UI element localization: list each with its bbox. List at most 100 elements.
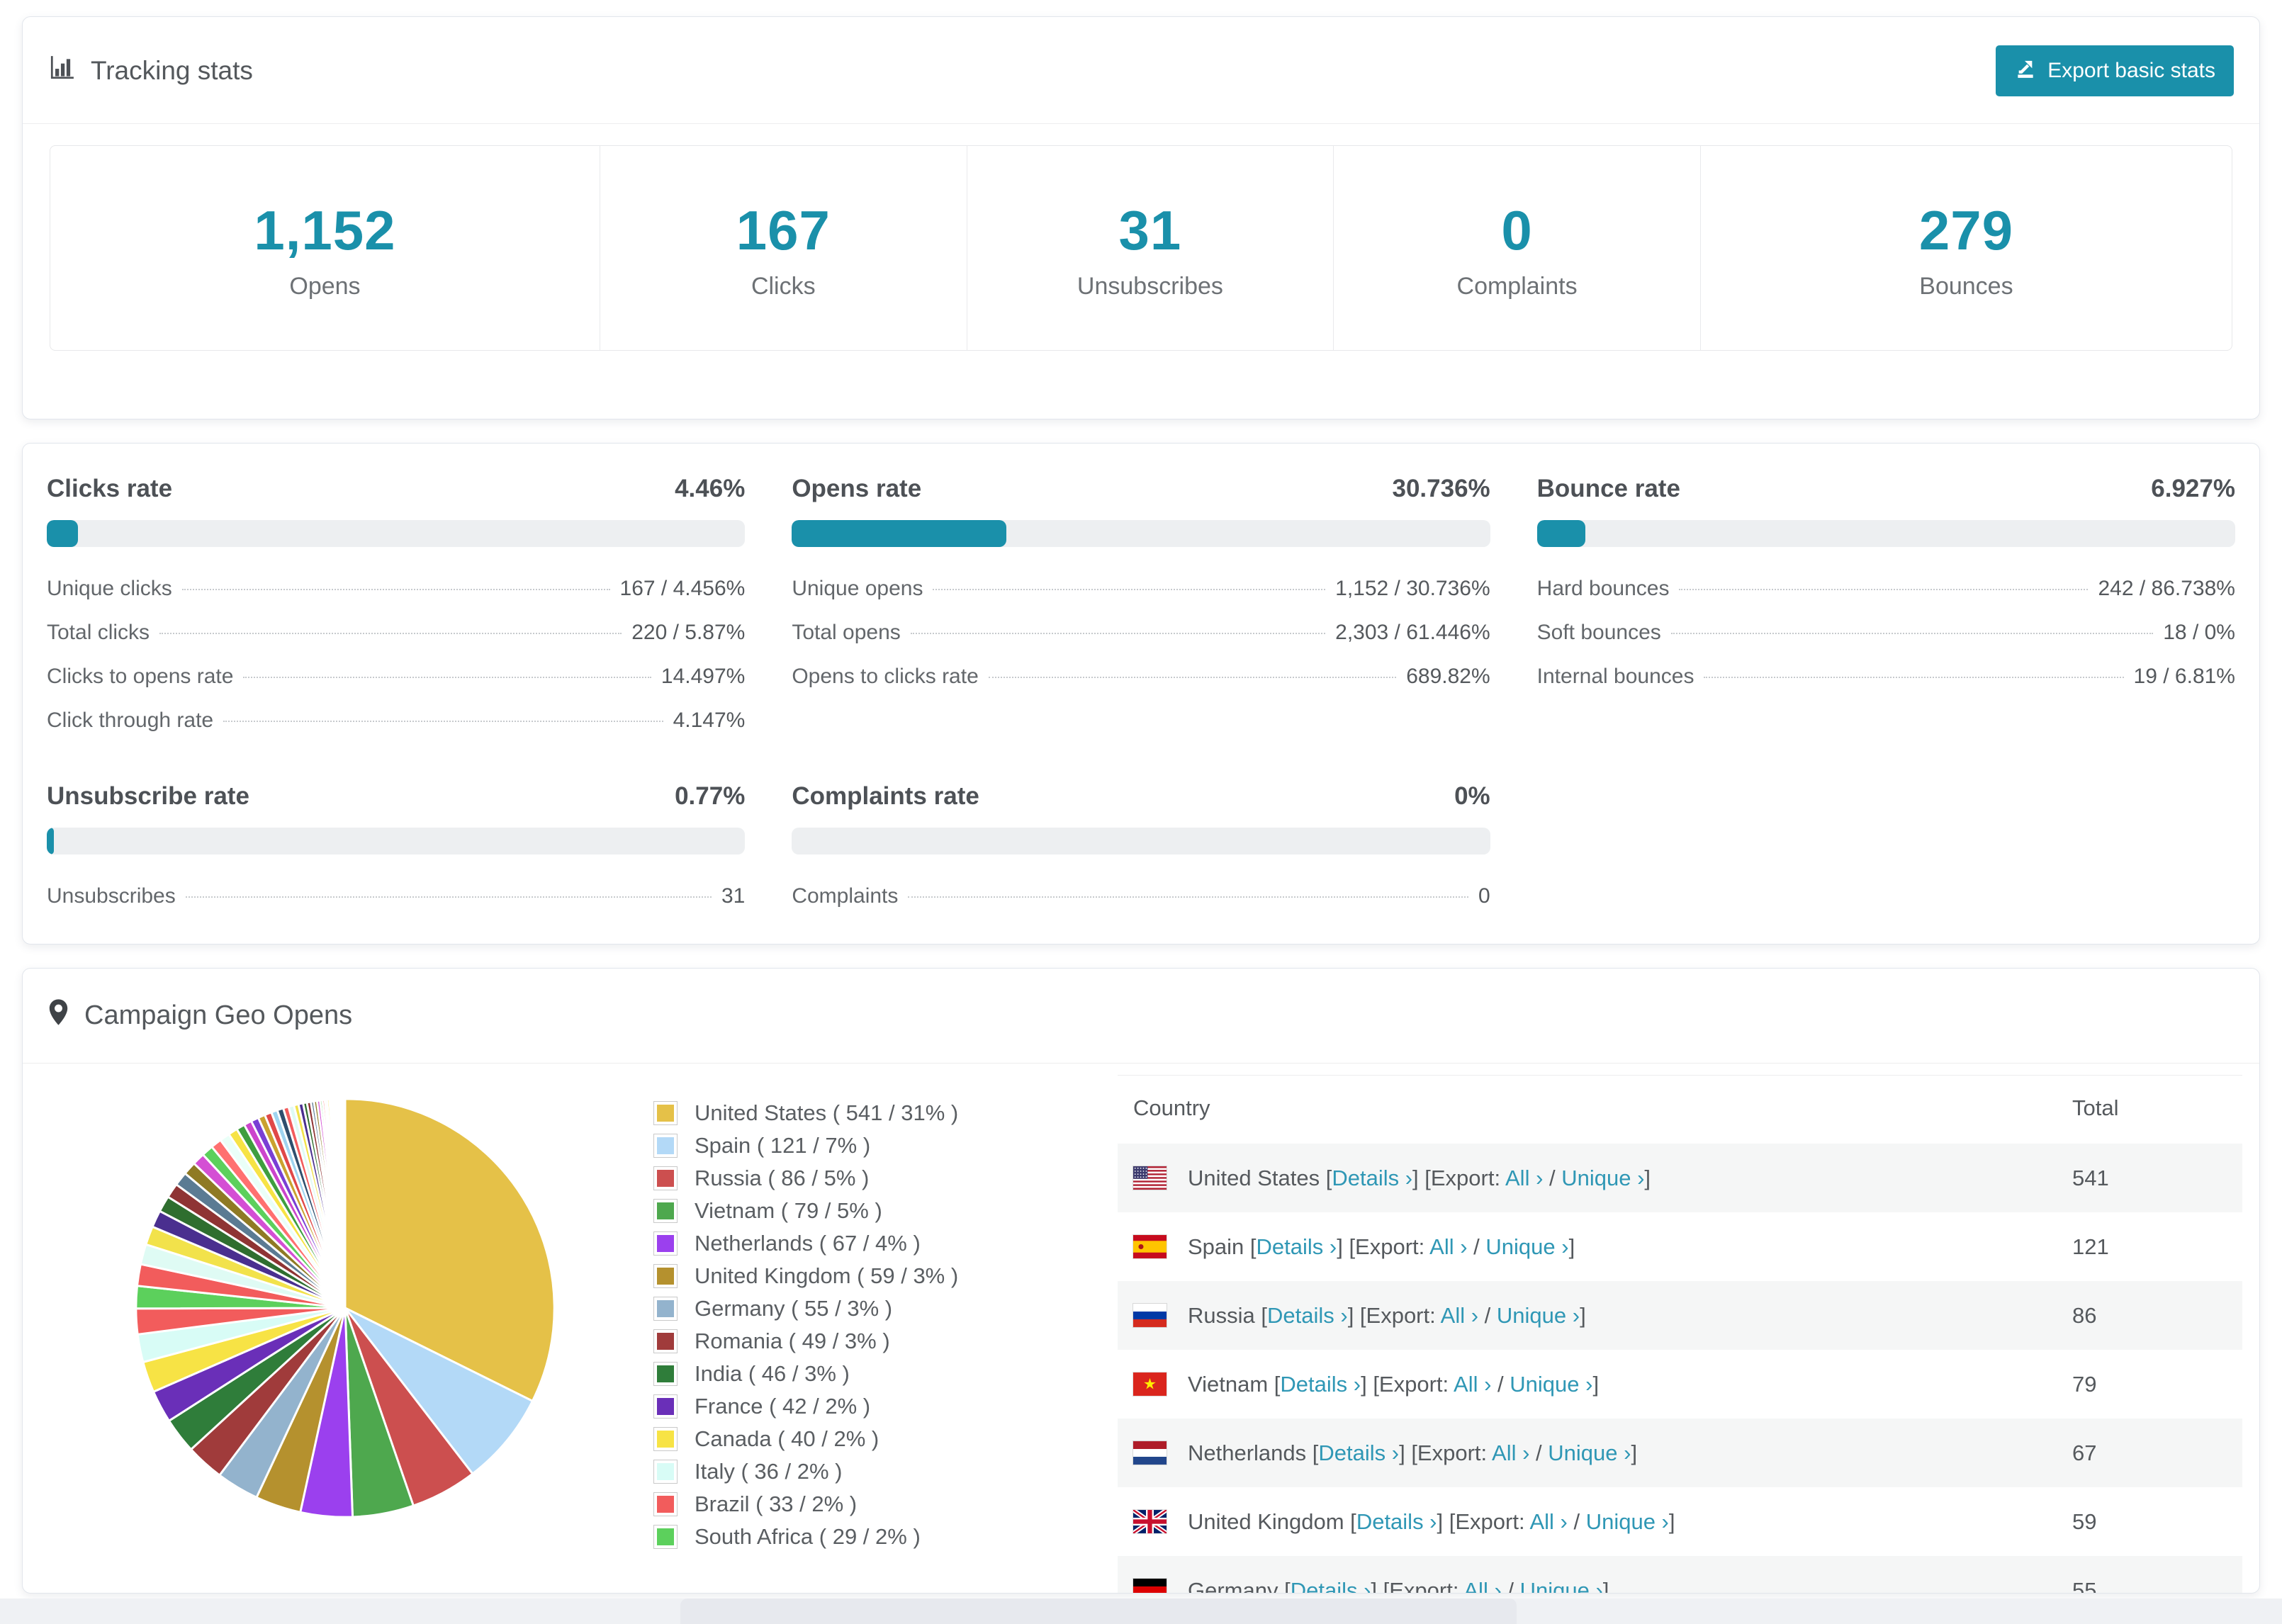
legend-item: France ( 42 / 2% ) [653, 1394, 1050, 1419]
table-row: United States [Details ›] [Export: All ›… [1118, 1144, 2242, 1212]
rate-row-value: 14.497% [661, 665, 746, 688]
details-link[interactable]: Details › [1318, 1440, 1400, 1465]
stat-value: 0 [1501, 199, 1533, 261]
legend-swatch-color [657, 1170, 674, 1187]
legend-swatch [653, 1427, 678, 1451]
legend-label: India ( 46 / 3% ) [695, 1361, 850, 1386]
rate-row-value: 689.82% [1406, 665, 1490, 688]
details-link[interactable]: Details › [1266, 1302, 1348, 1328]
export-all-link[interactable]: All › [1505, 1165, 1544, 1190]
export-unique-link[interactable]: Unique › [1561, 1165, 1645, 1190]
legend-item: India ( 46 / 3% ) [653, 1361, 1050, 1387]
dotted-leader [243, 677, 651, 678]
country-cell: Spain [Details ›] [Export: All › / Uniqu… [1188, 1234, 1575, 1259]
rate-progress-bar [47, 520, 746, 547]
stat-cell-opens: 1,152 Opens [50, 146, 600, 350]
stat-label: Unsubscribes [1077, 273, 1223, 300]
rate-panel-bounce-rate: Bounce rate 6.927% Hard bounces 242 / 86.73… [1536, 475, 2235, 733]
bottom-blob [680, 1598, 1517, 1624]
export-all-link[interactable]: All › [1529, 1509, 1568, 1534]
details-link[interactable]: Details › [1332, 1165, 1413, 1190]
export-all-link[interactable]: All › [1429, 1234, 1468, 1259]
page-title: Tracking stats [91, 56, 253, 85]
legend-item: Romania ( 49 / 3% ) [653, 1329, 1050, 1354]
details-link[interactable]: Details › [1356, 1509, 1437, 1534]
flag-gb-icon [1132, 1509, 1167, 1534]
export-unique-link[interactable]: Unique › [1510, 1371, 1593, 1397]
export-unique-link[interactable]: Unique › [1585, 1509, 1669, 1534]
rate-title: Clicks rate [47, 475, 173, 502]
legend-swatch [653, 1264, 678, 1288]
legend-item: Spain ( 121 / 7% ) [653, 1133, 1050, 1158]
legend-swatch [653, 1492, 678, 1516]
rate-rows: Hard bounces 242 / 86.738% Soft bounces 18 … [1537, 577, 2235, 689]
export-all-link[interactable]: All › [1440, 1302, 1479, 1328]
rate-progress-fill [1536, 520, 1585, 547]
rate-row: Click through rate 4.147% [47, 709, 745, 733]
total-cell: 55 [2072, 1577, 2097, 1594]
details-link[interactable]: Details › [1280, 1371, 1361, 1397]
legend-swatch [653, 1525, 678, 1549]
rate-row-label: Hard bounces [1536, 577, 1670, 600]
pie-slice [344, 1098, 556, 1403]
stats-box: 1,152 Opens 167 Clicks 31 Unsubscribes 0 Compla… [50, 145, 2232, 351]
export-all-link[interactable]: All › [1454, 1371, 1492, 1397]
legend-item: United Kingdom ( 59 / 3% ) [653, 1263, 1050, 1289]
rate-row: Unique opens 1,152 / 30.736% [792, 577, 1490, 601]
rates-grid: Clicks rate 4.46% Unique clicks 167 / 4.456… [23, 444, 2259, 944]
country-cell: Russia [Details ›] [Export: All › / Uniq… [1188, 1302, 1586, 1328]
table-row: Vietnam [Details ›] [Export: All › / Uni… [1118, 1350, 2242, 1419]
rate-title: Bounce rate [1536, 475, 1680, 502]
rate-row: Total clicks 220 / 5.87% [47, 621, 745, 645]
tracking-stats-header: Tracking stats Export basic stats [23, 17, 2259, 124]
details-link[interactable]: Details › [1256, 1234, 1337, 1259]
table-row: Netherlands [Details ›] [Export: All › /… [1118, 1419, 2242, 1487]
export-basic-stats-button[interactable]: Export basic stats [1996, 45, 2234, 96]
stat-value: 167 [736, 199, 831, 261]
rate-row-label: Total clicks [47, 621, 150, 644]
rate-row: Unique clicks 167 / 4.456% [47, 577, 745, 601]
rate-progress-bar [792, 828, 1490, 855]
pie-slice [344, 1307, 534, 1476]
rate-title: Complaints rate [792, 782, 979, 810]
rate-panel-clicks-rate: Clicks rate 4.46% Unique clicks 167 / 4.456… [47, 475, 746, 733]
geo-body: United States ( 541 / 31% ) Spain ( 121 /… [23, 1064, 2259, 1593]
total-cell: 59 [2072, 1509, 2097, 1534]
dotted-leader [181, 589, 610, 590]
details-link[interactable]: Details › [1290, 1577, 1371, 1594]
bar-chart-icon [48, 55, 75, 88]
rate-row: Unsubscribes 31 [47, 884, 745, 908]
rate-row-value: 18 / 0% [2163, 621, 2235, 644]
rate-panel-opens-rate: Opens rate 30.736% Unique opens 1,152 / 30.… [792, 475, 1490, 733]
export-unique-link[interactable]: Unique › [1548, 1440, 1631, 1465]
rate-rows: Complaints 0 [792, 884, 1490, 908]
pie-slice [343, 1098, 347, 1309]
legend-swatch-color [657, 1431, 674, 1448]
legend-swatch-color [657, 1398, 674, 1415]
total-cell: 86 [2072, 1302, 2097, 1328]
export-all-link[interactable]: All › [1463, 1577, 1502, 1594]
flag-ru-icon [1132, 1303, 1167, 1328]
total-column-header: Total [2072, 1095, 2119, 1120]
legend-item: Russia ( 86 / 5% ) [653, 1166, 1050, 1191]
legend-item: Germany ( 55 / 3% ) [653, 1296, 1050, 1321]
flag-es-icon [1132, 1234, 1167, 1259]
rate-progress-fill [47, 828, 54, 855]
export-unique-link[interactable]: Unique › [1485, 1234, 1569, 1259]
total-cell: 67 [2072, 1440, 2097, 1465]
export-unique-link[interactable]: Unique › [1496, 1302, 1580, 1328]
export-icon [2014, 57, 2037, 85]
pie-legend: United States ( 541 / 31% ) Spain ( 121 /… [653, 1100, 1050, 1593]
legend-swatch-color [657, 1268, 674, 1285]
stat-value: 31 [1118, 199, 1182, 261]
legend-label: Netherlands ( 67 / 4% ) [695, 1231, 921, 1256]
rate-row-label: Opens to clicks rate [792, 665, 979, 688]
legend-label: France ( 42 / 2% ) [695, 1394, 871, 1419]
legend-item: Canada ( 40 / 2% ) [653, 1426, 1050, 1452]
country-column-header: Country [1133, 1095, 1210, 1120]
rate-rows: Unsubscribes 31 [47, 884, 745, 908]
export-unique-link[interactable]: Unique › [1519, 1577, 1603, 1594]
dotted-leader [159, 633, 622, 634]
rate-row-label: Internal bounces [1536, 665, 1694, 688]
export-all-link[interactable]: All › [1492, 1440, 1530, 1465]
